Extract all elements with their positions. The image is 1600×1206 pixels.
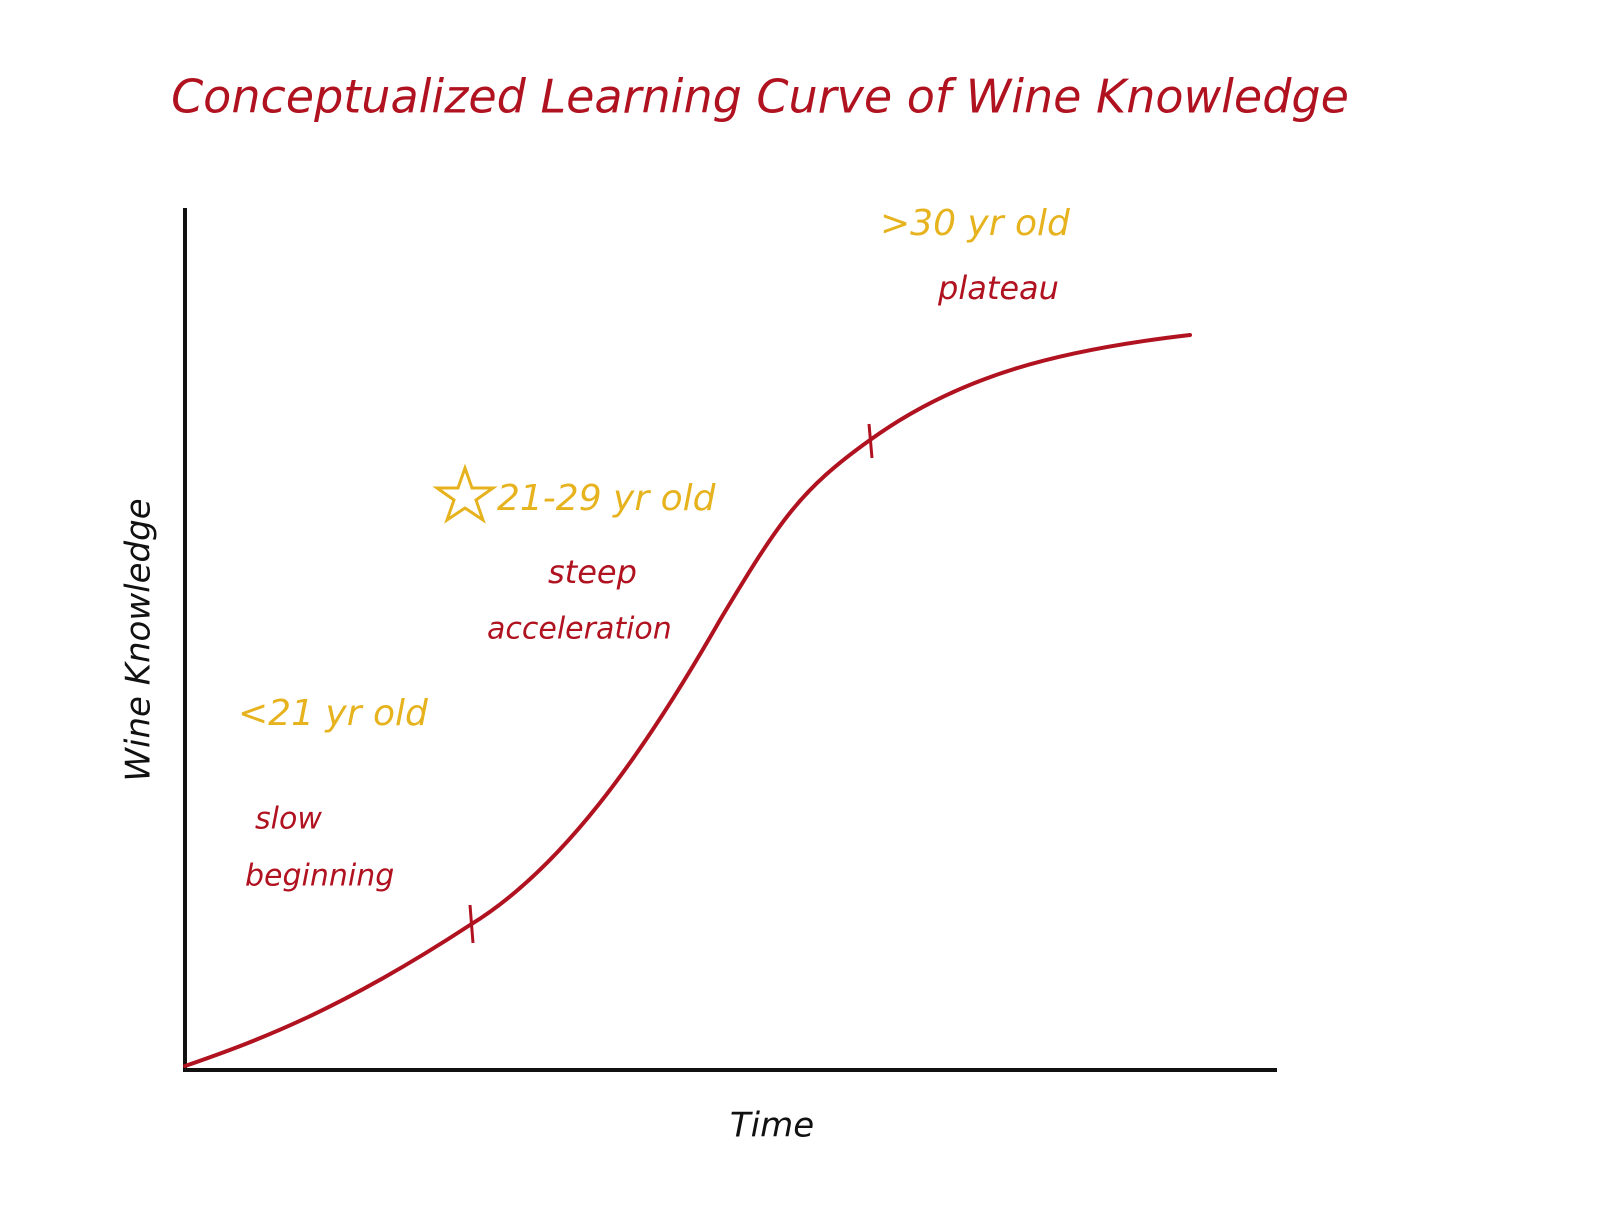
stage-description: slow (255, 802, 322, 837)
stage-description: steep (548, 553, 637, 591)
stage-description: acceleration (487, 612, 672, 647)
star-icon (432, 463, 498, 524)
stage-divider (867, 423, 874, 459)
stage-age: 21-29 yr old (497, 478, 717, 519)
x-axis-label: Time (730, 1106, 814, 1146)
learning-curve (183, 333, 1192, 1068)
stage-age: <21 yr old (238, 693, 429, 734)
stage-description: plateau (937, 269, 1059, 307)
title: Conceptualized Learning Curve of Wine Kn… (171, 70, 1349, 124)
stage-divider (468, 904, 475, 944)
y-axis-label: Wine Knowledge (119, 498, 159, 781)
stage-description: beginning (245, 859, 394, 894)
stage-age: >30 yr old (880, 203, 1071, 244)
